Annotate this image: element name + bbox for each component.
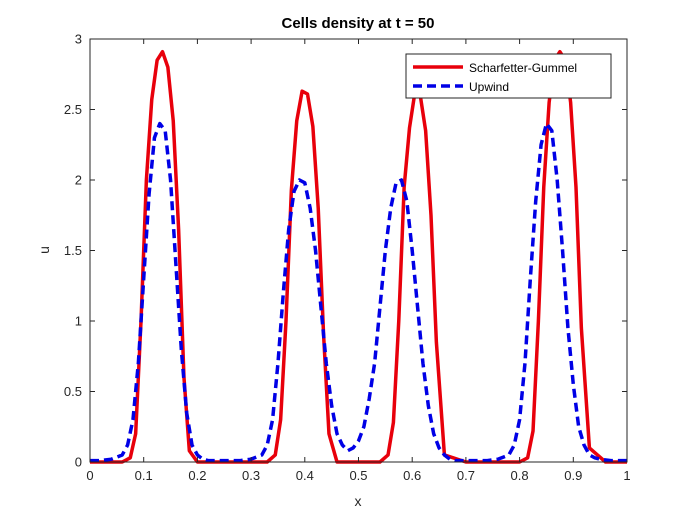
- y-tick-label: 3: [75, 32, 82, 47]
- x-tick-label: 0.1: [135, 468, 153, 483]
- y-axis-label: u: [36, 246, 52, 254]
- legend-box: [405, 53, 612, 99]
- y-tick-label: 1: [75, 314, 82, 329]
- y-tick-label: 0: [75, 455, 82, 470]
- x-tick-label: 0.8: [511, 468, 529, 483]
- x-tick-label: 0.2: [188, 468, 206, 483]
- y-tick-label: 2.5: [64, 102, 82, 117]
- y-tick-label: 2: [75, 173, 82, 188]
- x-tick-label: 0.3: [242, 468, 260, 483]
- x-axis-ticks: 0 0.1 0.2 0.3 0.4 0.5 0.6 0.7 0.8 0.9 1: [86, 39, 631, 483]
- x-tick-label: 0.4: [296, 468, 314, 483]
- legend-label-scharfetter-gummel: Scharfetter-Gummel: [469, 61, 577, 75]
- legend: Scharfetter-Gummel Upwind: [405, 53, 612, 99]
- y-axis-ticks: 0 0.5 1 1.5 2 2.5 3: [64, 32, 627, 470]
- chart-title: Cells density at t = 50: [282, 15, 435, 32]
- x-tick-label: 0: [86, 468, 93, 483]
- x-tick-label: 0.5: [349, 468, 367, 483]
- x-tick-label: 0.9: [564, 468, 582, 483]
- x-tick-label: 0.7: [457, 468, 475, 483]
- series-layer: [90, 49, 627, 464]
- legend-label-upwind: Upwind: [469, 80, 509, 94]
- series-line-scharfetter-gummel: [90, 49, 627, 464]
- x-axis-label: x: [355, 493, 362, 509]
- x-tick-label: 1: [623, 468, 630, 483]
- y-tick-label: 1.5: [64, 243, 82, 258]
- y-tick-label: 0.5: [64, 384, 82, 399]
- x-tick-label: 0.6: [403, 468, 421, 483]
- series-line-upwind: [90, 121, 627, 463]
